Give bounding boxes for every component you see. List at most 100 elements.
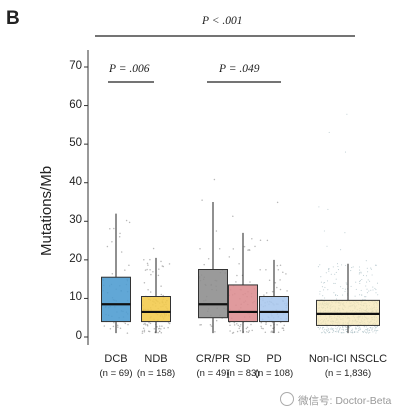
data-point: [243, 245, 246, 248]
data-point: [342, 294, 344, 296]
data-point: [365, 260, 367, 262]
data-point: [149, 322, 152, 325]
data-point: [349, 331, 351, 333]
box: [101, 276, 131, 323]
data-point: [161, 325, 163, 327]
data-point: [336, 263, 339, 265]
data-point: [326, 329, 328, 331]
data-point: [375, 292, 377, 294]
data-point: [322, 328, 324, 330]
data-point: [366, 281, 368, 283]
data-point: [362, 331, 364, 333]
data-point: [117, 326, 119, 328]
data-point: [324, 297, 326, 299]
y-tick-label: 20: [69, 252, 82, 265]
data-point: [366, 292, 368, 294]
data-point: [277, 331, 280, 334]
data-point: [251, 329, 253, 332]
data-point: [372, 286, 374, 288]
data-point: [210, 325, 213, 327]
data-point: [375, 264, 377, 266]
data-point: [344, 151, 347, 153]
watermark: 微信号: Doctor-Beta: [280, 392, 391, 408]
data-point: [116, 324, 119, 326]
box: [198, 269, 228, 319]
data-point: [112, 325, 115, 328]
data-point: [351, 328, 353, 330]
data-point: [367, 329, 369, 331]
data-point: [357, 331, 359, 333]
data-point: [375, 332, 377, 334]
data-point: [326, 330, 328, 332]
data-point: [365, 275, 368, 277]
data-point: [109, 327, 112, 330]
data-point: [359, 280, 361, 282]
data-point: [235, 281, 237, 283]
data-point: [365, 331, 367, 333]
data-point: [344, 288, 346, 290]
data-point: [322, 295, 324, 297]
data-point: [363, 326, 365, 328]
data-point: [328, 270, 330, 272]
data-point: [265, 269, 267, 271]
data-point: [279, 264, 282, 266]
data-point: [337, 330, 339, 332]
data-point: [157, 274, 160, 277]
x-sample-size-label: (n = 158): [136, 368, 176, 379]
data-point: [209, 324, 212, 326]
data-point: [374, 287, 376, 289]
data-point: [150, 273, 152, 276]
data-point: [276, 201, 279, 204]
data-point: [334, 273, 336, 275]
x-category-label: Non-ICI NSCLC: [308, 353, 388, 365]
data-point: [277, 268, 280, 271]
data-point: [326, 280, 329, 282]
data-point: [350, 285, 352, 287]
data-point: [249, 281, 251, 283]
data-point: [260, 321, 263, 324]
data-point: [113, 227, 115, 230]
data-point: [370, 267, 372, 269]
data-point: [355, 288, 357, 290]
data-point: [372, 327, 374, 329]
data-point: [364, 298, 366, 301]
data-point: [160, 285, 162, 287]
data-point: [200, 324, 202, 326]
data-point: [365, 332, 368, 334]
data-point: [359, 269, 361, 271]
data-point: [374, 330, 376, 332]
data-point: [329, 328, 331, 330]
y-tick-label: 10: [69, 291, 82, 304]
data-point: [144, 322, 146, 325]
data-point: [319, 293, 321, 295]
data-point: [282, 329, 285, 331]
data-point: [215, 230, 218, 232]
data-point: [342, 287, 344, 290]
data-point: [365, 326, 367, 328]
data-point: [265, 321, 267, 324]
data-point: [338, 331, 340, 333]
data-point: [149, 258, 151, 261]
data-point: [330, 327, 332, 329]
data-point: [199, 324, 201, 326]
data-point: [323, 230, 325, 232]
data-point: [345, 329, 347, 331]
data-point: [163, 327, 165, 329]
data-point: [146, 325, 149, 327]
data-point: [111, 272, 114, 275]
data-point: [319, 264, 321, 266]
data-point: [337, 327, 339, 329]
data-point: [327, 328, 329, 330]
data-point: [374, 328, 376, 330]
data-point: [357, 328, 359, 330]
data-point: [147, 330, 150, 332]
data-point: [124, 322, 127, 325]
x-category-label: SD: [235, 353, 251, 365]
data-point: [369, 327, 372, 329]
data-point: [368, 290, 370, 292]
y-tick-label: 0: [75, 330, 82, 342]
data-point: [318, 328, 320, 330]
data-point: [337, 269, 340, 271]
data-point: [366, 267, 368, 269]
